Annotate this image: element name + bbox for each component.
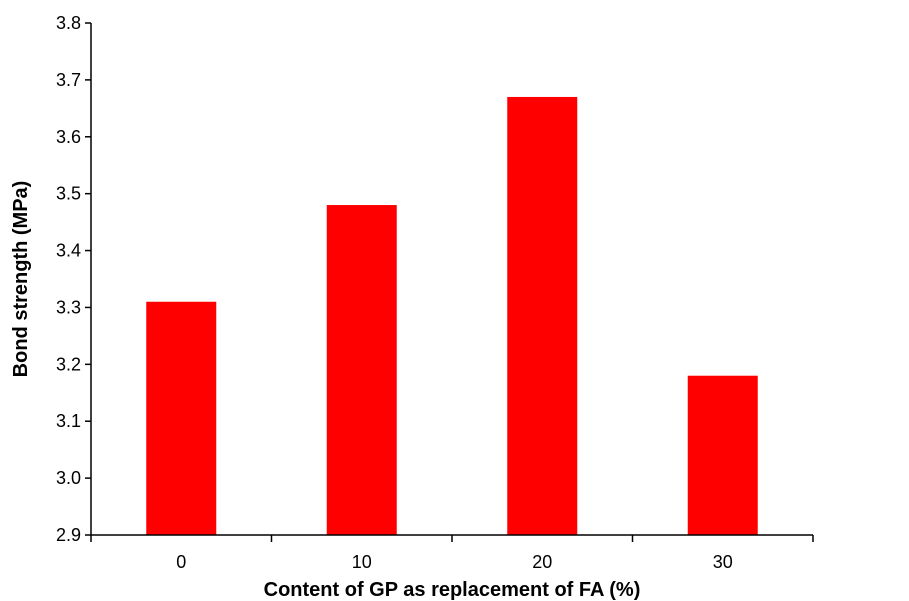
y-tick-label: 3.8 [56, 13, 81, 33]
y-tick-label: 3.7 [56, 70, 81, 90]
y-tick-label: 3.3 [56, 297, 81, 317]
x-tick-label: 0 [176, 552, 186, 572]
y-tick-label: 3.1 [56, 411, 81, 431]
y-tick-label: 3.4 [56, 241, 81, 261]
y-tick-label: 3.6 [56, 127, 81, 147]
x-tick-label: 10 [352, 552, 372, 572]
bar-30 [687, 375, 758, 535]
y-tick-label: 2.9 [56, 525, 81, 545]
y-axis-ticks: 2.9 3.0 3.1 3.2 3.3 3.4 3.5 3.6 3.7 3.8 [56, 13, 91, 545]
y-axis-title: Bond strength (MPa) [10, 181, 32, 378]
x-axis-ticks: 0 10 20 30 [90, 535, 814, 572]
y-tick-label: 3.2 [56, 354, 81, 374]
x-tick-label: 20 [532, 552, 552, 572]
bar-0 [146, 301, 217, 535]
x-tick-label: 30 [713, 552, 733, 572]
x-axis-title: Content of GP as replacement of FA (%) [264, 579, 641, 601]
bar-10 [326, 205, 397, 536]
bar-20 [507, 96, 578, 535]
y-tick-label: 3.0 [56, 468, 81, 488]
y-tick-label: 3.5 [56, 184, 81, 204]
bars-group [146, 96, 758, 536]
